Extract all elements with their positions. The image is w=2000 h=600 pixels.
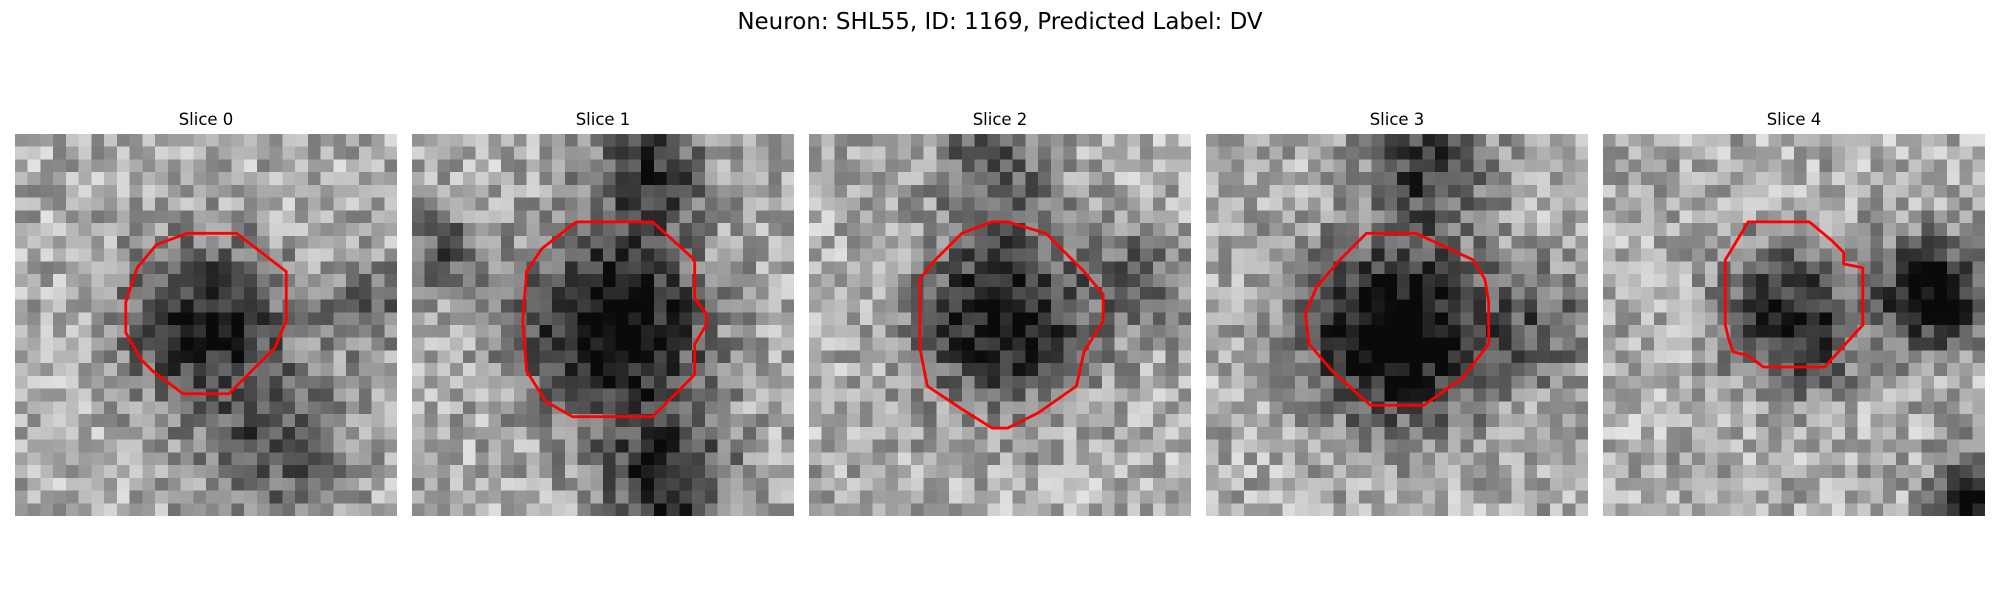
pixel-grid [809, 134, 1191, 516]
slice-image-2 [809, 134, 1191, 516]
roi-contour [124, 231, 288, 396]
slice-panel-0: Slice 0 [15, 108, 397, 518]
slice-title-1: Slice 1 [575, 110, 631, 129]
slice-image-0 [15, 134, 397, 516]
slice-image-4 [1603, 134, 1985, 516]
slice-panel-2: Slice 2 [809, 108, 1191, 518]
slice-panel-4: Slice 4 [1603, 108, 1985, 518]
roi-contour [1303, 231, 1491, 407]
slice-title-3: Slice 3 [1369, 110, 1425, 129]
slice-panel-3: Slice 3 [1206, 108, 1588, 518]
slice-title-4: Slice 4 [1766, 110, 1822, 129]
slice-title-2: Slice 2 [972, 110, 1028, 129]
roi-contour [521, 220, 708, 419]
slice-image-3 [1206, 134, 1588, 516]
roi-contour [1723, 220, 1865, 369]
slice-title-0: Slice 0 [178, 110, 234, 129]
pixel-grid [412, 134, 794, 516]
slice-image-1 [412, 134, 794, 516]
pixel-grid [1603, 134, 1985, 516]
pixel-grid [15, 134, 397, 516]
figure-title: Neuron: SHL55, ID: 1169, Predicted Label… [737, 9, 1263, 35]
pixel-grid [1206, 134, 1588, 516]
roi-contour [918, 220, 1105, 430]
slice-panel-1: Slice 1 [412, 108, 794, 518]
